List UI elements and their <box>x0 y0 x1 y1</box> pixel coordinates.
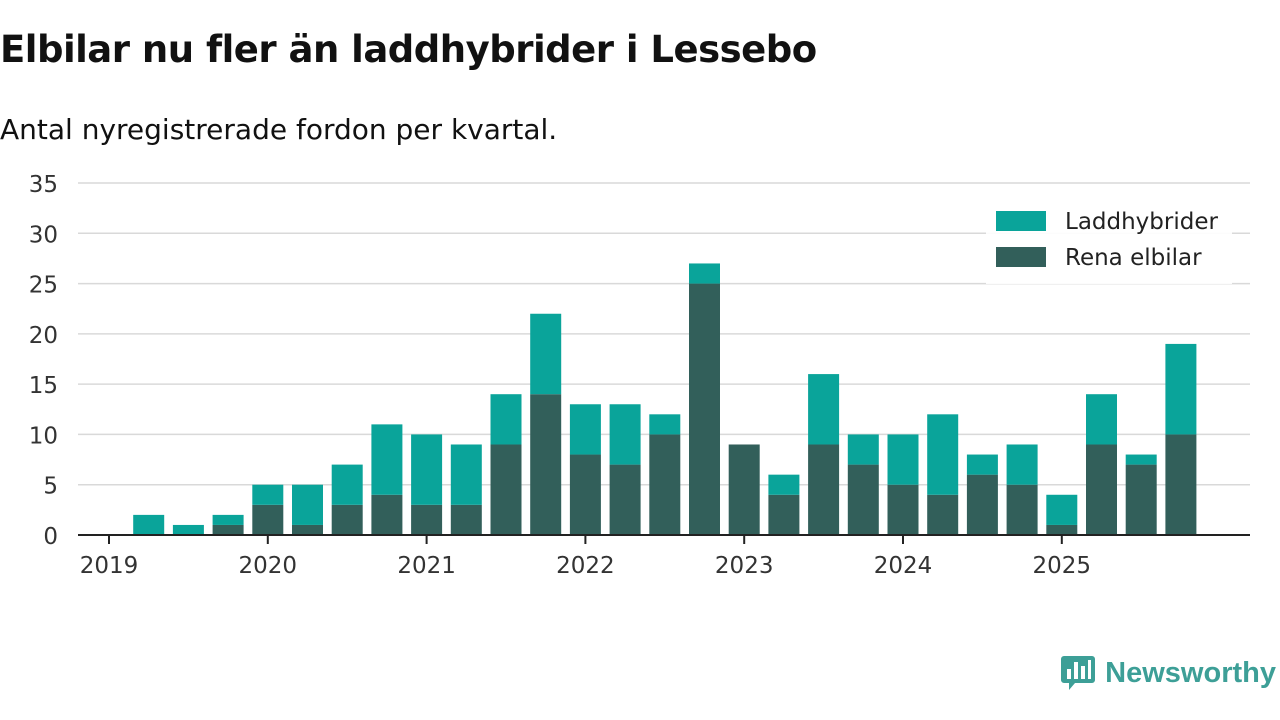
bar-rena-elbilar <box>1165 434 1197 535</box>
bar-rena-elbilar <box>649 434 681 535</box>
x-tick-label: 2025 <box>1033 553 1092 579</box>
x-tick-label: 2019 <box>80 553 139 579</box>
legend-swatch <box>996 211 1046 231</box>
bar-laddhybrider <box>927 414 959 495</box>
bar-rena-elbilar <box>1086 444 1117 535</box>
bar-rena-elbilar <box>371 494 403 535</box>
bar-rena-elbilar <box>768 494 800 535</box>
legend-label: Laddhybrider <box>1065 209 1218 235</box>
newsworthy-logo-icon <box>1061 656 1096 690</box>
bar-rena-elbilar <box>966 474 998 535</box>
bars <box>133 263 1197 535</box>
bar-rena-elbilar <box>569 454 601 535</box>
x-tick-label: 2024 <box>874 553 933 579</box>
bar-rena-elbilar <box>927 494 959 535</box>
bar-laddhybrider <box>768 474 800 495</box>
x-tick-label: 2021 <box>397 553 456 579</box>
bar-rena-elbilar <box>847 464 879 535</box>
legend-label: Rena elbilar <box>1065 245 1202 271</box>
bar-laddhybrider <box>450 444 482 505</box>
gridlines <box>78 182 1250 486</box>
bar-rena-elbilar <box>450 504 482 535</box>
bar-laddhybrider <box>966 454 998 475</box>
chart-subtitle: Antal nyregistrerade fordon per kvartal. <box>0 113 558 146</box>
bar-laddhybrider <box>1006 444 1038 485</box>
y-tick-label: 35 <box>29 172 58 198</box>
bar-rena-elbilar <box>689 283 720 535</box>
legend: Laddhybrider Rena elbilar <box>986 200 1232 284</box>
bar-rena-elbilar <box>1006 484 1038 535</box>
bar-rena-elbilar <box>292 524 323 535</box>
bar-laddhybrider <box>252 484 284 505</box>
bar-laddhybrider <box>172 524 204 535</box>
bar-laddhybrider <box>689 263 720 284</box>
y-tick-label: 5 <box>43 474 58 500</box>
bar-rena-elbilar <box>411 504 443 535</box>
brand: Newsworthy <box>1061 654 1276 692</box>
bar-rena-elbilar <box>252 504 284 535</box>
bar-rena-elbilar <box>490 444 522 535</box>
bar-laddhybrider <box>808 374 840 445</box>
bar-laddhybrider <box>530 313 562 395</box>
x-axis-ticks: 2019 2020 2021 2022 2023 2024 2025 <box>80 535 1091 579</box>
bar-laddhybrider <box>212 514 244 525</box>
bar-rena-elbilar <box>1046 524 1078 535</box>
bar-rena-elbilar <box>530 394 562 535</box>
bar-laddhybrider <box>331 464 363 505</box>
bar-rena-elbilar <box>212 524 244 535</box>
bar-laddhybrider <box>1165 343 1197 435</box>
bar-laddhybrider <box>609 404 641 465</box>
bar-laddhybrider <box>371 424 403 495</box>
x-tick-label: 2023 <box>715 553 774 579</box>
y-tick-label: 10 <box>29 423 58 449</box>
chart-title: Elbilar nu fler än laddhybrider i Lesseb… <box>0 28 817 71</box>
bar-rena-elbilar <box>331 504 363 535</box>
x-tick-label: 2020 <box>239 553 298 579</box>
bar-rena-elbilar <box>887 484 919 535</box>
bar-laddhybrider <box>847 434 879 465</box>
bar-laddhybrider <box>411 434 443 505</box>
y-tick-label: 25 <box>29 273 58 299</box>
brand-name: Newsworthy <box>1105 656 1276 689</box>
bar-rena-elbilar <box>1125 464 1157 535</box>
y-tick-label: 15 <box>29 373 58 399</box>
bar-laddhybrider <box>490 394 522 445</box>
y-tick-label: 20 <box>29 323 58 349</box>
y-tick-label: 30 <box>29 222 58 248</box>
y-axis-tick-labels: 0 5 10 15 20 25 30 35 <box>29 172 58 550</box>
bar-rena-elbilar <box>728 444 760 535</box>
legend-swatch <box>996 247 1046 267</box>
bar-laddhybrider <box>1046 494 1078 525</box>
bar-laddhybrider <box>649 414 681 435</box>
bar-laddhybrider <box>569 404 601 455</box>
bar-laddhybrider <box>292 484 323 525</box>
bar-laddhybrider <box>1125 454 1157 465</box>
bar-laddhybrider <box>1086 394 1117 445</box>
bar-rena-elbilar <box>609 464 641 535</box>
x-tick-label: 2022 <box>556 553 615 579</box>
bar-laddhybrider <box>133 514 165 535</box>
y-tick-label: 0 <box>43 524 58 550</box>
bar-rena-elbilar <box>808 444 840 535</box>
bar-laddhybrider <box>887 434 919 485</box>
